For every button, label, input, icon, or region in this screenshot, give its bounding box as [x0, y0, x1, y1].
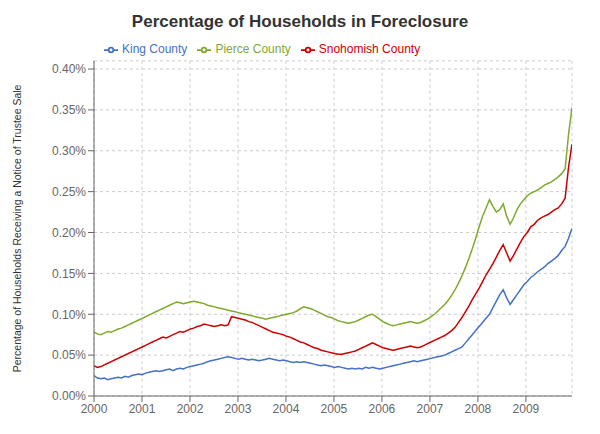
svg-text:0.40%: 0.40%: [52, 62, 86, 76]
svg-text:2005: 2005: [321, 402, 348, 416]
svg-text:2001: 2001: [129, 402, 156, 416]
svg-text:2003: 2003: [225, 402, 252, 416]
svg-text:2000: 2000: [81, 402, 108, 416]
svg-text:0.15%: 0.15%: [52, 267, 86, 281]
html-text:Pierce County: Pierce County: [215, 42, 291, 56]
svg-text:2009: 2009: [513, 402, 540, 416]
svg-text:2008: 2008: [465, 402, 492, 416]
svg-text:0.05%: 0.05%: [52, 348, 86, 362]
svg-text:0.10%: 0.10%: [52, 308, 86, 322]
svg-text:2004: 2004: [273, 402, 300, 416]
svg-text:Percentage of Households Recei: Percentage of Households Receiving a Not…: [11, 84, 23, 372]
svg-text:2007: 2007: [417, 402, 444, 416]
svg-text:0.30%: 0.30%: [52, 144, 86, 158]
svg-text:0.00%: 0.00%: [52, 389, 86, 403]
svg-text:2006: 2006: [369, 402, 396, 416]
svg-text:0.35%: 0.35%: [52, 103, 86, 117]
svg-text:0.20%: 0.20%: [52, 226, 86, 240]
html-text:King County: King County: [122, 42, 188, 56]
svg-text:2002: 2002: [177, 402, 204, 416]
svg-text:0.25%: 0.25%: [52, 185, 86, 199]
html-text:Percentage of Households in Fo: Percentage of Households in Foreclosure: [131, 12, 469, 31]
html-text:Snohomish County: Snohomish County: [318, 42, 421, 56]
